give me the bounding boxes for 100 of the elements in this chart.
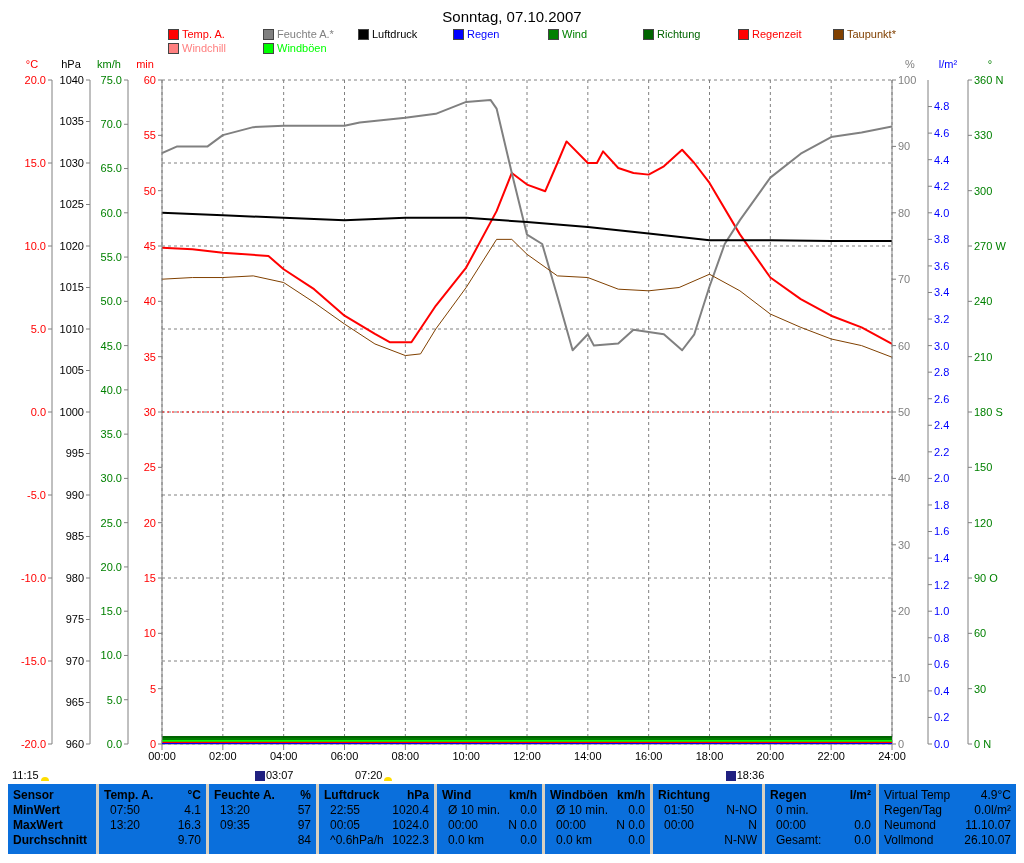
- y-tick-label: 60: [974, 627, 987, 640]
- y3-tick-label: 985: [65, 530, 84, 543]
- text: Regenzeit: [751, 28, 802, 40]
- y-tick-label: 4.2: [934, 180, 950, 193]
- y-tick-label: -5.0: [27, 488, 46, 501]
- y-tick-label: 0.0: [30, 405, 46, 418]
- y-tick-label: 10.0: [24, 239, 46, 252]
- text: 9.70: [177, 833, 201, 848]
- y-tick-label: 70.0: [100, 118, 122, 131]
- y3-tick-label: 995: [65, 447, 84, 460]
- y2-tick-label: 0: [898, 737, 905, 750]
- y3-tick-label: 1015: [59, 281, 84, 294]
- text: MinWert: [13, 803, 61, 818]
- text: Gesamt:: [775, 833, 822, 848]
- text: MaxWert: [13, 818, 63, 833]
- x-tick-label: 00:00: [148, 749, 176, 762]
- y-axis-title: l/m²: [938, 58, 958, 70]
- text: 18:36: [736, 769, 765, 781]
- chart-title: Sonntag, 07.10.2007: [441, 8, 583, 27]
- y-axis-title: °C: [25, 58, 39, 70]
- text: N 0.0: [508, 818, 537, 833]
- text: 07:20: [354, 769, 383, 781]
- y-tick-label: 2.4: [934, 419, 950, 432]
- y-tick-label: -20.0: [20, 737, 46, 750]
- y-tick-label: 0.0: [106, 737, 122, 750]
- text: 4.1: [184, 803, 201, 818]
- text: Luftdruck: [324, 788, 380, 803]
- legend-label: Wind: [561, 28, 588, 40]
- y-tick-label: 20.0: [24, 73, 46, 86]
- line-series: [162, 238, 892, 358]
- y3-tick-label: 1035: [59, 115, 84, 128]
- y2-tick-label: 30: [898, 538, 911, 551]
- y-tick-label: 2.8: [934, 366, 950, 379]
- y-tick-label: 1.0: [934, 605, 950, 618]
- x-tick-label: 14:00: [574, 749, 602, 762]
- y-tick-label: 4.4: [934, 153, 950, 166]
- text: 16.3: [177, 818, 201, 833]
- y-tick-label: 40: [143, 295, 156, 308]
- y3-tick-label: 1000: [59, 405, 84, 418]
- y-tick-label: 0.0: [934, 737, 950, 750]
- y-tick-label: 60.0: [100, 206, 122, 219]
- text: l/m²: [849, 788, 871, 803]
- y-tick-label: 4.8: [934, 100, 950, 113]
- y3-tick-label: 980: [65, 571, 84, 584]
- y-tick-label: 210: [974, 350, 993, 363]
- text: N: [748, 818, 757, 833]
- text: 0.0: [854, 833, 871, 848]
- legend-label: Windchill: [181, 42, 227, 54]
- y-tick-label: 25.0: [100, 516, 122, 529]
- y2-tick-label: 40: [898, 472, 911, 485]
- y-tick-label: 35: [143, 350, 156, 363]
- x-tick-label: 16:00: [634, 749, 663, 762]
- text: N 0.0: [616, 818, 645, 833]
- text: 1022.3: [392, 833, 429, 848]
- x-tick-label: 22:00: [817, 749, 845, 762]
- text: ^0.6hPa/h: [329, 833, 384, 848]
- text: Sensor: [13, 788, 54, 803]
- y-tick-label: 50.0: [100, 295, 122, 308]
- y-tick-label: 0 N: [974, 737, 992, 750]
- text: 0.0 km: [555, 833, 593, 848]
- y-tick-label: 45.0: [100, 339, 122, 352]
- y-tick-label: 5: [149, 682, 156, 695]
- text: 11:15: [12, 769, 39, 781]
- text: 00:00: [555, 818, 587, 833]
- text: 0.0: [628, 833, 645, 848]
- x-tick-label: 06:00: [330, 749, 359, 762]
- y3-tick-label: 970: [65, 654, 84, 667]
- x-tick-label: 20:00: [756, 749, 785, 762]
- y-axis-title: km/h: [97, 58, 121, 70]
- legend-label: Richtung: [656, 28, 701, 40]
- x-tick-label: 04:00: [269, 749, 298, 762]
- text: °C: [187, 788, 201, 803]
- y-tick-label: 35.0: [100, 428, 122, 441]
- text: 0.0l/m²: [974, 803, 1011, 818]
- legend-label: Windböen: [276, 42, 327, 54]
- y2-tick-label: 60: [898, 339, 911, 352]
- text: 0 min.: [775, 803, 809, 818]
- text: Windböen: [550, 788, 608, 803]
- legend-label: Feuchte A.*: [276, 28, 334, 40]
- y-tick-label: 4.6: [934, 127, 950, 140]
- y-tick-label: 0.6: [934, 658, 950, 671]
- y3-tick-label: 975: [65, 613, 84, 626]
- text: km/h: [508, 788, 537, 803]
- text: 0.0: [628, 803, 645, 818]
- y3-tick-label: 1040: [59, 73, 84, 86]
- text: 01:50: [663, 803, 695, 818]
- y3-tick-label: 965: [65, 696, 84, 709]
- legend-label: Regen: [466, 28, 500, 40]
- text: Wind: [442, 788, 472, 803]
- y-tick-label: 75.0: [100, 73, 122, 86]
- y-tick-label: 25: [143, 461, 156, 474]
- y2-tick-label: 90: [898, 140, 911, 153]
- y-tick-label: 60: [143, 73, 156, 86]
- text: 26.10.07: [964, 833, 1011, 848]
- text: 57: [297, 803, 311, 818]
- text: Vollmond: [884, 833, 934, 848]
- text: km/h: [616, 788, 645, 803]
- text: 09:35: [219, 818, 251, 833]
- text: 13:20: [219, 803, 251, 818]
- y-tick-label: 3.0: [934, 339, 950, 352]
